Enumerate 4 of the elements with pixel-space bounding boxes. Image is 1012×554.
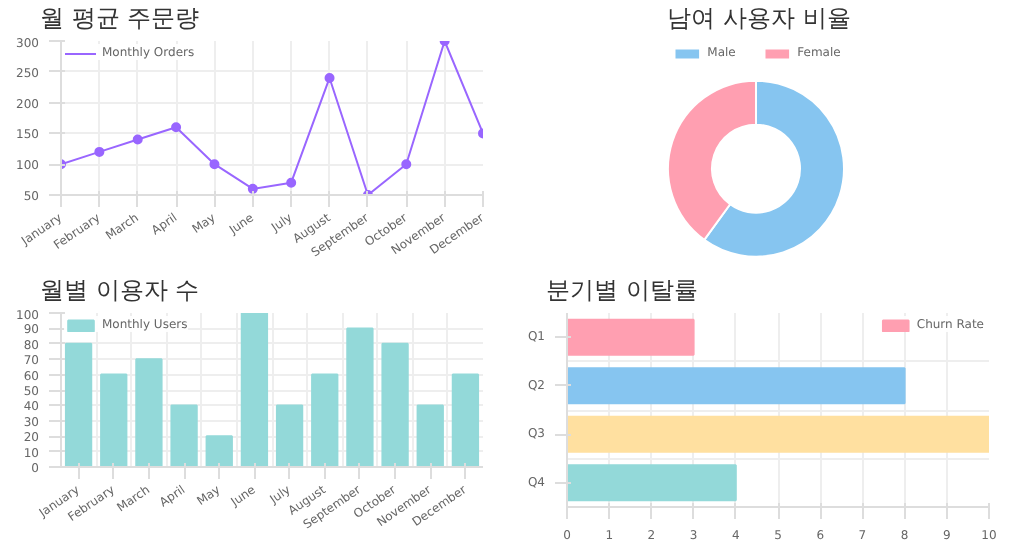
chart-title: 월별 이용자 수 [40, 274, 200, 308]
chart-title: 분기별 이탈률 [546, 274, 698, 308]
chart-title: 월 평균 주문량 [40, 2, 200, 36]
chart-title: 남여 사용자 비율 [667, 2, 851, 36]
